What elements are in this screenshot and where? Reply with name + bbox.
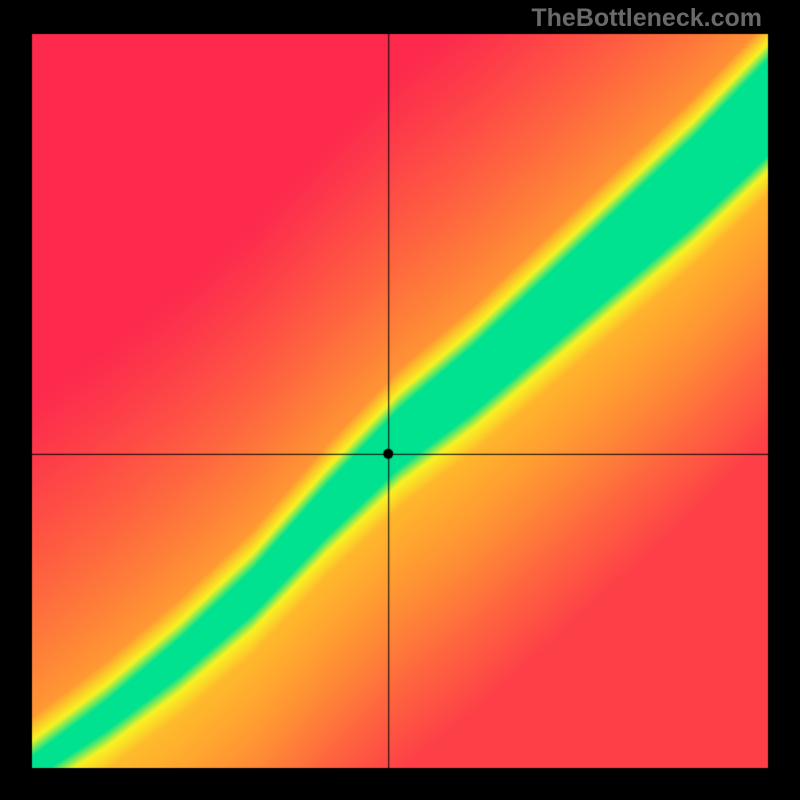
bottleneck-heatmap: [0, 0, 800, 800]
attribution-watermark: TheBottleneck.com: [531, 4, 762, 33]
